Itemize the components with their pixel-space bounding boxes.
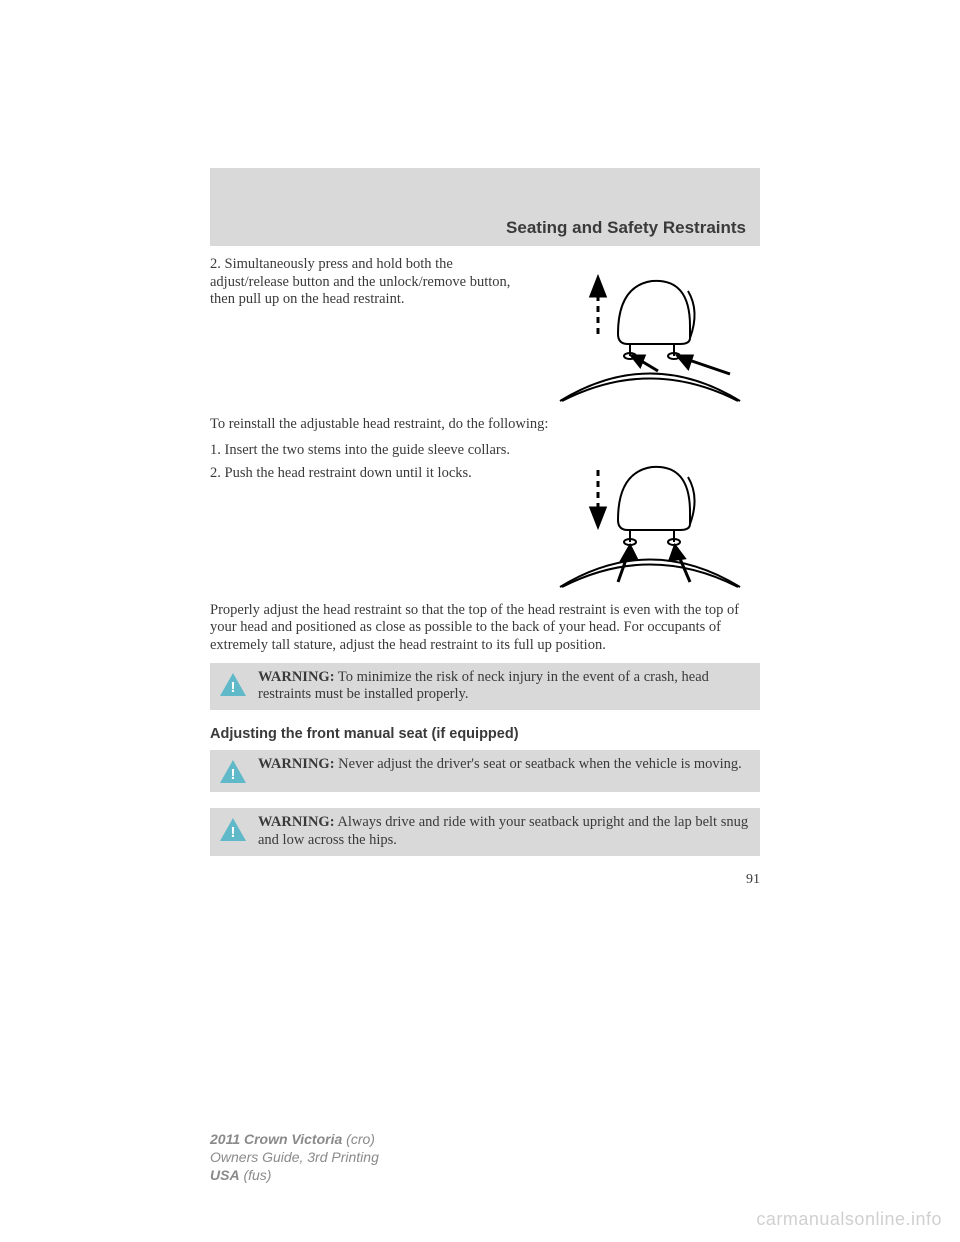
remove-step2-text: 2. Simultaneously press and hold both th…	[210, 256, 520, 309]
footer-guide: Owners Guide, 3rd Printing	[210, 1148, 379, 1166]
page-number: 91	[210, 872, 760, 888]
warning-label: WARNING:	[258, 814, 335, 830]
step-row-install: 1. Insert the two stems into the guide s…	[210, 442, 760, 592]
reinstall-intro: To reinstall the adjustable head restrai…	[210, 416, 760, 434]
watermark: carmanualsonline.info	[756, 1209, 942, 1230]
illustration-remove	[540, 256, 760, 406]
warning-box-1: ! WARNING: To minimize the risk of neck …	[210, 663, 760, 710]
section-header: Seating and Safety Restraints	[210, 168, 760, 246]
illustration-install	[540, 442, 760, 592]
footer-region: USA	[210, 1167, 240, 1183]
warning-text-3: WARNING: Always drive and ride with your…	[258, 814, 750, 849]
warning-icon: !	[218, 758, 248, 786]
step-row-remove: 2. Simultaneously press and hold both th…	[210, 256, 760, 406]
warning-body: Never adjust the driver's seat or seatba…	[335, 756, 742, 772]
subheading-adjust-seat: Adjusting the front manual seat (if equi…	[210, 726, 760, 742]
warning-label: WARNING:	[258, 756, 335, 772]
warning-text-1: WARNING: To minimize the risk of neck in…	[258, 669, 750, 704]
install-step1-text: 1. Insert the two stems into the guide s…	[210, 442, 520, 460]
svg-text:!: !	[231, 824, 236, 841]
warning-icon: !	[218, 671, 248, 699]
warning-icon: !	[218, 816, 248, 844]
adjust-paragraph: Properly adjust the head restraint so th…	[210, 602, 760, 655]
warning-label: WARNING:	[258, 669, 335, 685]
footer-model-code: (cro)	[342, 1131, 375, 1147]
section-title: Seating and Safety Restraints	[506, 218, 746, 238]
warning-text-2: WARNING: Never adjust the driver's seat …	[258, 756, 742, 774]
footer-region-code: (fus)	[240, 1167, 272, 1183]
footer: 2011 Crown Victoria (cro) Owners Guide, …	[210, 1130, 379, 1185]
warning-box-3: ! WARNING: Always drive and ride with yo…	[210, 808, 760, 855]
warning-box-2: ! WARNING: Never adjust the driver's sea…	[210, 750, 760, 792]
svg-text:!: !	[231, 766, 236, 783]
footer-model: 2011 Crown Victoria	[210, 1131, 342, 1147]
install-step2-text: 2. Push the head restraint down until it…	[210, 465, 520, 483]
svg-text:!: !	[231, 679, 236, 696]
